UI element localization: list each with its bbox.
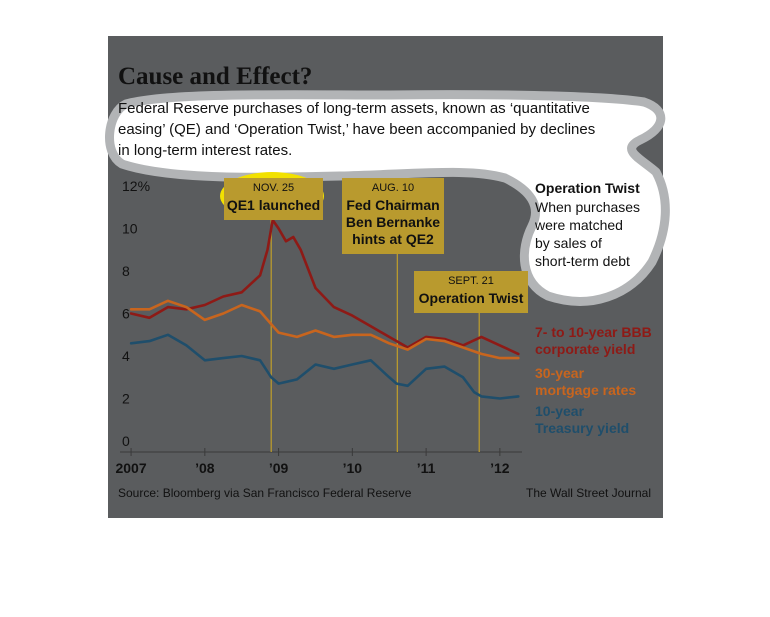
y-tick-label: 10 — [122, 221, 138, 237]
legend-mortgage-line-2: mortgage rates — [535, 382, 636, 398]
y-tick-label: 0 — [122, 433, 130, 449]
series-line-mortgage — [129, 299, 520, 360]
x-tick-label: ’11 — [417, 460, 436, 476]
legend-mortgage-line-1: 30-year — [535, 365, 585, 381]
x-axis: 2007 ’08 ’09 ’10 ’11 ’12 — [115, 448, 522, 476]
event-lines — [270, 220, 480, 452]
event-annotations: NOV. 25 QE1 launched AUG. 10 Fed ChairmanBe… — [224, 178, 528, 313]
y-tick-label: 8 — [122, 263, 130, 279]
series-line-treasury — [129, 333, 520, 400]
event-box — [414, 271, 528, 313]
series-line-bbb — [129, 218, 520, 356]
x-tick-label: ’10 — [343, 460, 363, 476]
chart-subtitle-line-1: Federal Reserve purchases of long-term a… — [118, 100, 590, 117]
x-tick-label: ’08 — [195, 460, 215, 476]
event-date: NOV. 25 — [253, 182, 294, 194]
chart-subtitle-line-3: in long-term interest rates. — [118, 142, 292, 159]
legend-bbb-line-1: 7- to 10-year BBB — [535, 324, 652, 340]
event-box — [224, 178, 323, 220]
operation-twist-note: Operation Twist When purchases were matc… — [534, 180, 640, 269]
credit-note: The Wall Street Journal — [526, 486, 651, 500]
event-box — [342, 178, 444, 254]
series-lines — [129, 218, 520, 400]
y-tick-label: 6 — [122, 306, 130, 322]
event-label: hints at QE2 — [352, 231, 434, 247]
x-tick-label: ’09 — [269, 460, 289, 476]
x-tick-label: 2007 — [115, 460, 146, 476]
legend-treasury-line-2: Treasury yield — [535, 420, 629, 436]
note-line: When purchases — [535, 199, 640, 215]
note-line: were matched — [534, 217, 623, 233]
x-tick-label: ’12 — [490, 460, 510, 476]
event-label: QE1 launched — [227, 197, 320, 213]
event-date: SEPT. 21 — [448, 275, 494, 287]
event-label: Operation Twist — [419, 290, 524, 306]
chart-title: Cause and Effect? — [118, 63, 312, 90]
y-tick-label: 4 — [122, 348, 130, 364]
y-axis: 0 2 4 6 8 10 12% — [122, 178, 150, 449]
note-line: by sales of — [535, 235, 602, 251]
note-title: Operation Twist — [535, 180, 640, 196]
legend-treasury-line-1: 10-year — [535, 403, 585, 419]
series-legend: 7- to 10-year BBB corporate yield 30-yea… — [535, 324, 652, 436]
source-note: Source: Bloomberg via San Francisco Fede… — [118, 486, 412, 500]
y-tick-label: 12% — [122, 178, 150, 194]
event-label: Ben Bernanke — [346, 214, 440, 230]
y-tick-label: 2 — [122, 391, 130, 407]
note-line: short-term debt — [535, 253, 630, 269]
event-date: AUG. 10 — [372, 182, 414, 194]
event-label: Fed Chairman — [346, 197, 439, 213]
chart-subtitle-line-2: easing’ (QE) and ‘Operation Twist,’ have… — [118, 121, 595, 138]
legend-bbb-line-2: corporate yield — [535, 341, 635, 357]
